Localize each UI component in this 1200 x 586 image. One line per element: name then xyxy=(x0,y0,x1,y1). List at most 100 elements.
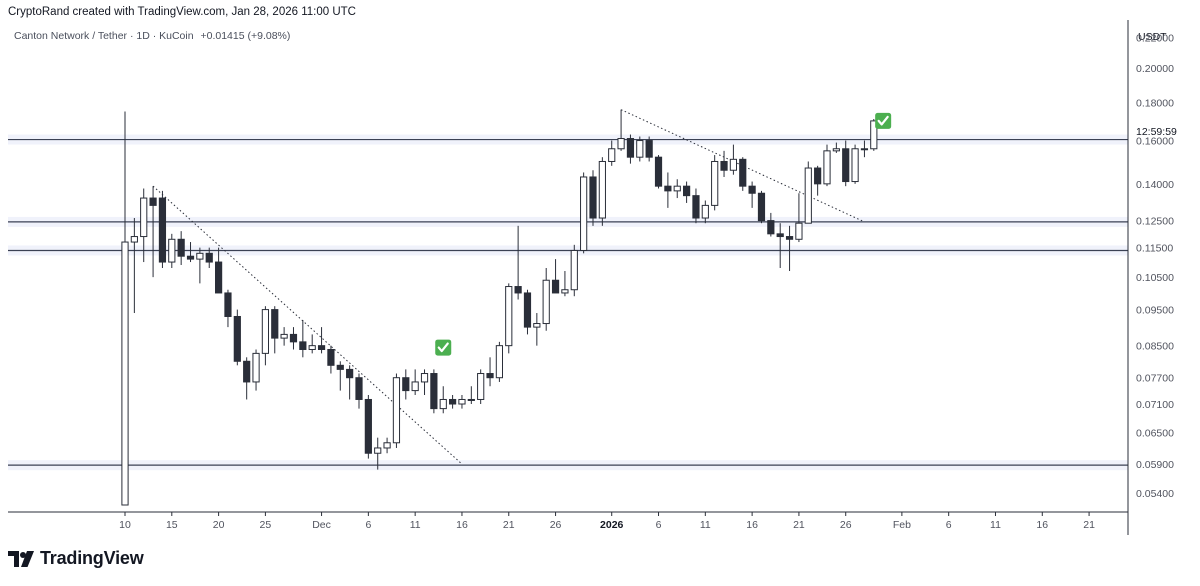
candle-body xyxy=(711,160,719,206)
chart-credit: CryptoRand created with TradingView.com,… xyxy=(8,6,356,18)
price-axis: 0.22000 0.20000 0.18000 0.16000 0.14000 0.125… xyxy=(1136,32,1174,499)
candle xyxy=(317,327,326,354)
horizontal-levels xyxy=(8,134,1128,471)
candle-body xyxy=(346,368,354,379)
candle xyxy=(776,223,784,268)
candle xyxy=(692,188,700,224)
candle xyxy=(346,365,354,400)
candle-body xyxy=(158,197,167,263)
time-tick-label: 16 xyxy=(1036,519,1048,531)
candle xyxy=(598,157,606,226)
candle xyxy=(832,142,840,153)
candle xyxy=(570,244,578,297)
currency-label: USDT xyxy=(1138,31,1167,43)
candle-body xyxy=(551,279,560,294)
time-tick-label: 16 xyxy=(456,519,468,531)
candle-body xyxy=(233,315,241,362)
candle xyxy=(701,200,709,224)
price-tick-label: 0.05900 xyxy=(1136,459,1174,471)
time-tick-label: 11 xyxy=(990,519,1001,531)
price-tick-label: 0.08500 xyxy=(1136,341,1174,353)
candle-body xyxy=(486,373,494,379)
candle-body xyxy=(823,150,831,185)
candle xyxy=(458,395,466,409)
candle xyxy=(252,349,260,391)
time-tick-label: 15 xyxy=(166,519,178,531)
candle xyxy=(215,247,223,294)
candle xyxy=(364,395,372,459)
price-chart[interactable]: USDT 0.22000 0.20000 0.18000 0.16000 0.14000… xyxy=(0,0,1200,545)
candle xyxy=(870,118,878,151)
candle xyxy=(186,242,195,263)
candle xyxy=(392,373,401,448)
time-tick-label: 16 xyxy=(746,519,758,531)
candle-body xyxy=(570,249,578,291)
symbol-name: Canton Network / Tether · 1D · KuCoin xyxy=(14,30,194,42)
candle xyxy=(383,437,391,454)
candle xyxy=(224,289,232,328)
candle-body xyxy=(785,236,794,240)
candle-body xyxy=(851,148,859,183)
candle-body xyxy=(776,233,784,238)
candle-body xyxy=(617,138,625,150)
candle xyxy=(785,225,794,272)
candle-body xyxy=(467,398,475,401)
trendlines xyxy=(152,109,865,465)
candle-body xyxy=(149,197,157,206)
candle-body xyxy=(860,148,869,151)
candle xyxy=(589,170,597,226)
candle-body xyxy=(533,323,541,328)
candle xyxy=(121,111,129,506)
candle-body xyxy=(355,377,363,400)
candle xyxy=(795,193,803,243)
candle xyxy=(233,309,241,366)
candle-body xyxy=(271,309,279,339)
candle xyxy=(711,155,719,211)
trendline xyxy=(152,185,463,465)
candle-body xyxy=(205,252,213,263)
time-tick-label: Feb xyxy=(893,519,911,531)
time-tick-label: 21 xyxy=(503,519,515,531)
candle xyxy=(308,334,316,354)
candle-body xyxy=(215,261,223,294)
candle xyxy=(205,247,213,268)
candle-body xyxy=(654,156,663,187)
candle xyxy=(420,369,429,396)
time-tick-label: 2026 xyxy=(600,519,624,531)
candle xyxy=(608,140,616,166)
candle xyxy=(411,369,419,396)
candle-body xyxy=(505,286,513,347)
candle xyxy=(814,165,822,196)
candle-body xyxy=(336,364,344,370)
tradingview-logo[interactable]: TradingView xyxy=(8,548,144,569)
candle xyxy=(748,181,756,208)
candle-body xyxy=(636,140,644,158)
candle xyxy=(654,155,663,189)
time-tick-label: 6 xyxy=(365,519,371,531)
candle-body xyxy=(308,345,316,350)
candles xyxy=(121,109,878,506)
time-tick-label: 6 xyxy=(656,519,662,531)
price-tick-label: 0.06500 xyxy=(1136,428,1174,440)
candle xyxy=(158,190,167,268)
price-tick-label: 0.12500 xyxy=(1136,216,1174,228)
candle-body xyxy=(402,377,410,392)
candle xyxy=(720,150,728,177)
time-tick-label: 25 xyxy=(260,519,272,531)
candle xyxy=(449,395,457,409)
candle-body xyxy=(392,377,401,444)
candle-body xyxy=(626,138,635,158)
candle-body xyxy=(317,345,326,350)
candle xyxy=(645,136,653,162)
time-tick-label: Dec xyxy=(312,519,331,531)
candle xyxy=(729,144,737,175)
check-icon xyxy=(875,112,892,129)
candle xyxy=(757,190,766,224)
price-tick-label: 0.07100 xyxy=(1136,399,1174,411)
candle-body xyxy=(683,185,691,197)
candle-body xyxy=(673,185,681,192)
candle xyxy=(177,231,185,266)
candle-body xyxy=(729,158,737,171)
check-mark xyxy=(877,115,889,126)
candle xyxy=(551,259,560,294)
